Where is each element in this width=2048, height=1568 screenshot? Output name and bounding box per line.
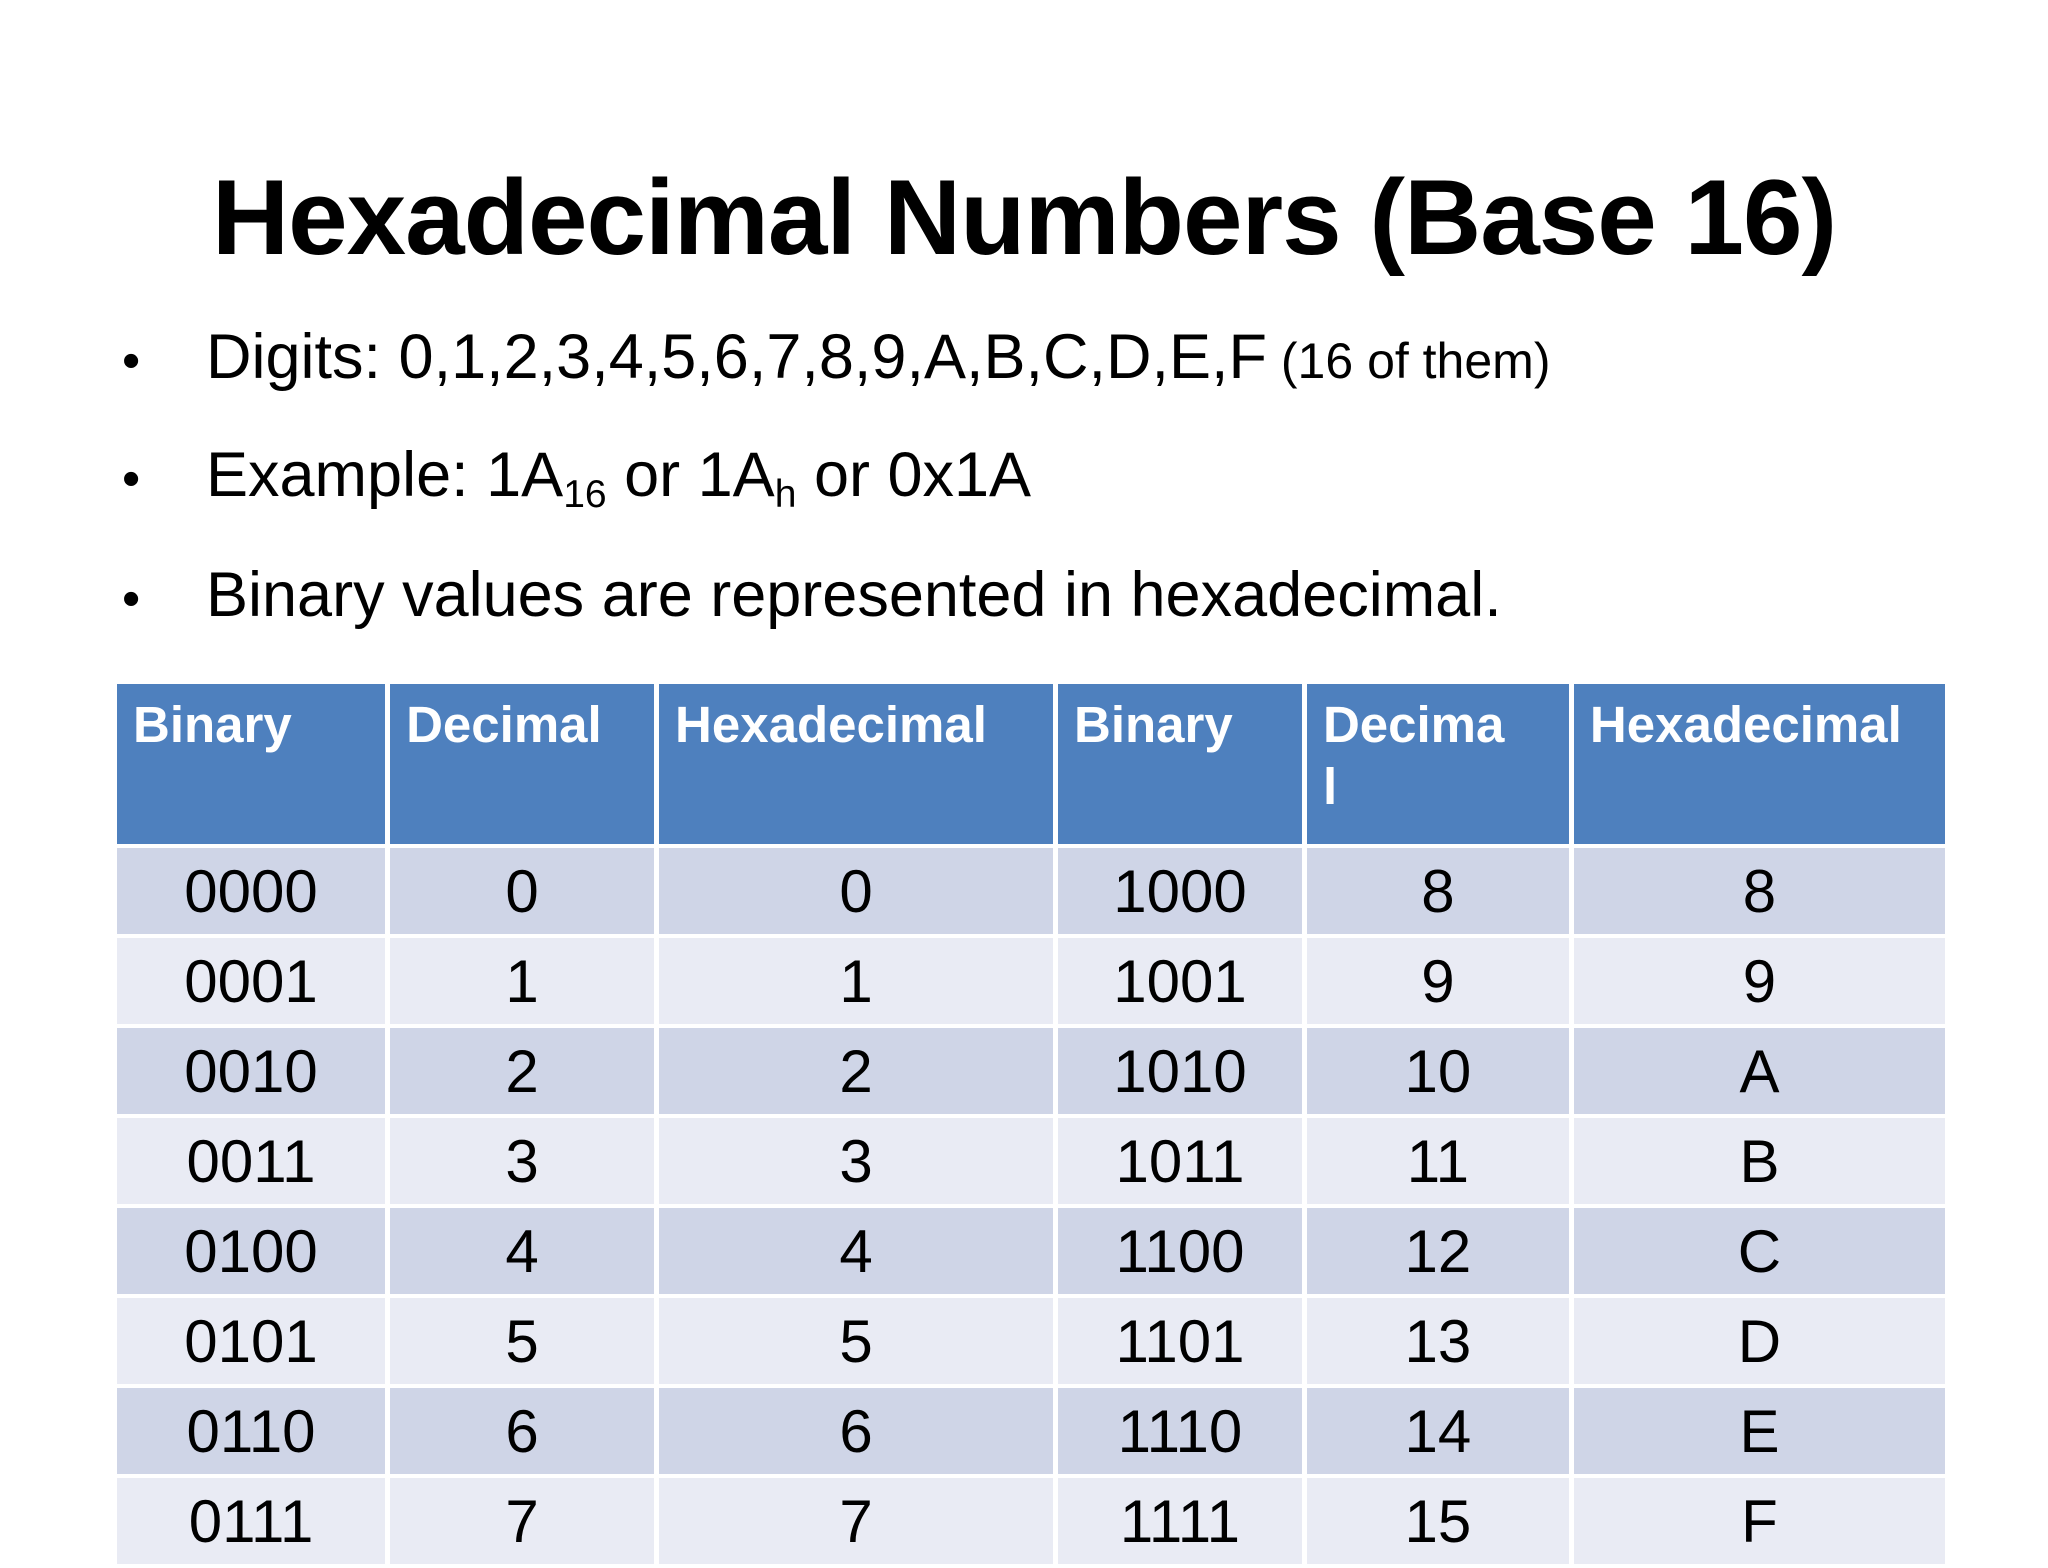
- bullet-item-digits: • Digits: 0,1,2,3,4,5,6,7,8,9,A,B,C,D,E,…: [122, 320, 1992, 398]
- table-cell: E: [1573, 1388, 1945, 1474]
- table-cell: 15: [1306, 1478, 1569, 1564]
- table-cell: 1000: [1058, 848, 1302, 934]
- table-cell: 1101: [1058, 1298, 1302, 1384]
- table-cell: 0111: [117, 1478, 386, 1564]
- table-cell: 8: [1306, 848, 1569, 934]
- header-cell-decimal-right: Decima l: [1306, 684, 1569, 844]
- digits-main-text: Digits: 0,1,2,3,4,5,6,7,8,9,A,B,C,D,E,F: [206, 322, 1268, 392]
- table-header-row: Binary Decimal Hexadecimal Binary Decima…: [117, 684, 1945, 844]
- table-cell: 9: [1306, 938, 1569, 1024]
- table-cell: 1: [390, 938, 655, 1024]
- table-cell: 0000: [117, 848, 386, 934]
- table-row: 0000 0 0 1000 8 8: [117, 848, 1945, 934]
- bullet-icon: •: [122, 449, 141, 508]
- table-cell: 3: [390, 1118, 655, 1204]
- table-cell: 0: [390, 848, 655, 934]
- table-cell: A: [1573, 1028, 1945, 1114]
- table-row: 0111 7 7 1111 15 F: [117, 1478, 1945, 1564]
- example-end-text: or 0x1A: [796, 439, 1032, 510]
- table-cell: 2: [390, 1028, 655, 1114]
- table-cell: 7: [390, 1478, 655, 1564]
- header-cell-hexadecimal-right: Hexadecimal: [1573, 684, 1945, 844]
- table-cell: 4: [659, 1208, 1053, 1294]
- table-cell: 0101: [117, 1298, 386, 1384]
- table-cell: 0110: [117, 1388, 386, 1474]
- bullet-text-binary: Binary values are represented in hexadec…: [206, 559, 1502, 630]
- example-subscript-16: 16: [563, 472, 607, 516]
- header-cell-binary-left: Binary: [117, 684, 386, 844]
- table-row: 0011 3 3 1011 11 B: [117, 1118, 1945, 1204]
- table-row: 0100 4 4 1100 12 C: [117, 1208, 1945, 1294]
- table-cell: B: [1573, 1118, 1945, 1204]
- table-cell: 0: [659, 848, 1053, 934]
- table-cell: 1111: [1058, 1478, 1302, 1564]
- table-cell: 1: [659, 938, 1053, 1024]
- table-cell: 13: [1306, 1298, 1569, 1384]
- digits-note-text: (16 of them): [1267, 333, 1551, 389]
- bullet-icon: •: [122, 569, 141, 628]
- table-cell: 6: [659, 1388, 1053, 1474]
- table-cell: F: [1573, 1478, 1945, 1564]
- table-cell: 7: [659, 1478, 1053, 1564]
- header-cell-binary-right: Binary: [1058, 684, 1302, 844]
- example-pre-text: Example: 1A: [206, 439, 564, 510]
- table-cell: 1001: [1058, 938, 1302, 1024]
- bullet-list: • Digits: 0,1,2,3,4,5,6,7,8,9,A,B,C,D,E,…: [122, 320, 1992, 676]
- header-cell-hexadecimal-left: Hexadecimal: [659, 684, 1053, 844]
- table-cell: 10: [1306, 1028, 1569, 1114]
- table-cell: 1010: [1058, 1028, 1302, 1114]
- example-subscript-h: h: [774, 472, 797, 516]
- table-row: 0110 6 6 1110 14 E: [117, 1388, 1945, 1474]
- table-cell: 0100: [117, 1208, 386, 1294]
- table-cell: 1100: [1058, 1208, 1302, 1294]
- table-cell: 0001: [117, 938, 386, 1024]
- table-cell: 12: [1306, 1208, 1569, 1294]
- slide-title: Hexadecimal Numbers (Base 16): [211, 156, 1837, 277]
- table-cell: 11: [1306, 1118, 1569, 1204]
- table-row: 0010 2 2 1010 10 A: [117, 1028, 1945, 1114]
- header-cell-decimal-left: Decimal: [390, 684, 655, 844]
- example-mid-text: or 1A: [606, 439, 775, 510]
- table-cell: 8: [1573, 848, 1945, 934]
- table-cell: 6: [390, 1388, 655, 1474]
- table-cell: 5: [659, 1298, 1053, 1384]
- table-cell: 14: [1306, 1388, 1569, 1474]
- table-cell: 0010: [117, 1028, 386, 1114]
- table-cell: 5: [390, 1298, 655, 1384]
- table-cell: C: [1573, 1208, 1945, 1294]
- table-cell: 2: [659, 1028, 1053, 1114]
- bullet-item-binary: • Binary values are represented in hexad…: [122, 558, 1992, 636]
- table-cell: 0011: [117, 1118, 386, 1204]
- table-cell: 3: [659, 1118, 1053, 1204]
- table-row: 0001 1 1 1001 9 9: [117, 938, 1945, 1024]
- table-cell: 1110: [1058, 1388, 1302, 1474]
- bullet-text-example: Example: 1A16 or 1Ah or 0x1A: [206, 438, 1992, 518]
- table-cell: 1011: [1058, 1118, 1302, 1204]
- table-row: 0101 5 5 1101 13 D: [117, 1298, 1945, 1384]
- table-cell: D: [1573, 1298, 1945, 1384]
- bullet-text-digits: Digits: 0,1,2,3,4,5,6,7,8,9,A,B,C,D,E,F …: [206, 320, 1992, 394]
- table-cell: 9: [1573, 938, 1945, 1024]
- table-cell: 4: [390, 1208, 655, 1294]
- bullet-icon: •: [122, 332, 141, 390]
- conversion-table: Binary Decimal Hexadecimal Binary Decima…: [112, 680, 1950, 1568]
- bullet-item-example: • Example: 1A16 or 1Ah or 0x1A: [122, 438, 1992, 518]
